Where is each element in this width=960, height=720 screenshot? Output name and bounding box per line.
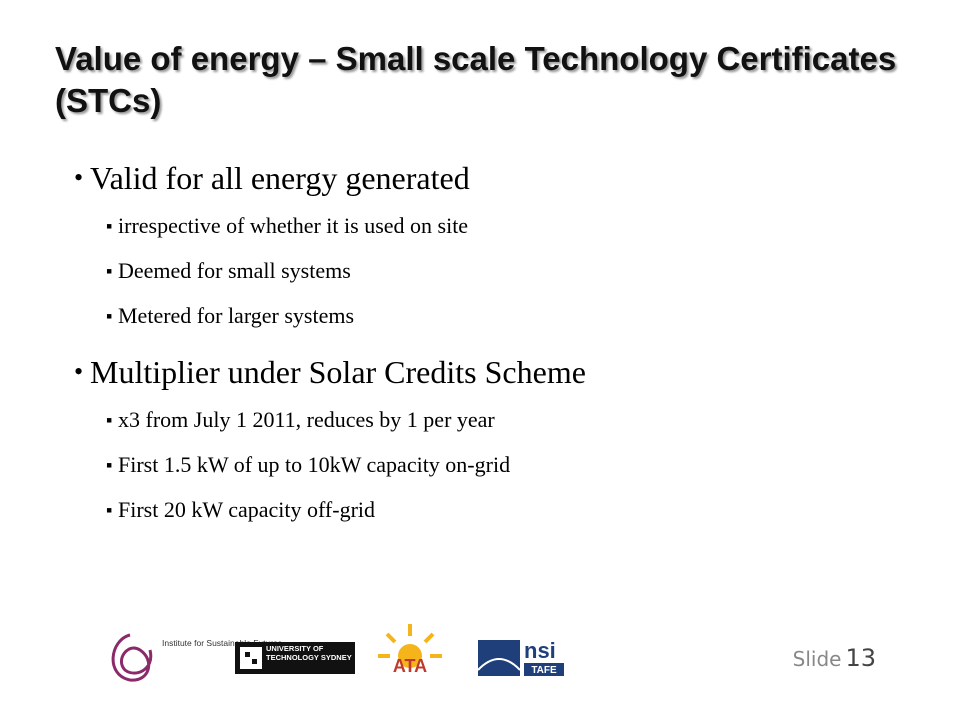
- sub-bullet-list: x3 from July 1 2011, reduces by 1 per ye…: [74, 406, 934, 524]
- sub-bullet-list: irrespective of whether it is used on si…: [74, 212, 934, 330]
- bullet: Valid for all energy generated: [74, 158, 934, 198]
- uts-logo: UNIVERSITY OF TECHNOLOGY SYDNEY: [235, 642, 355, 674]
- footer: Institute for Sustainable Futures UNIVER…: [0, 620, 960, 700]
- uts-text: UNIVERSITY OF TECHNOLOGY SYDNEY: [266, 644, 352, 662]
- ata-text: ATA: [393, 656, 427, 676]
- nsi-text: nsi: [524, 638, 556, 663]
- bullet-list: Valid for all energy generated irrespecti…: [74, 158, 934, 546]
- sub-bullet: First 1.5 kW of up to 10kW capacity on-g…: [106, 451, 934, 479]
- sub-bullet: First 20 kW capacity off-grid: [106, 496, 934, 524]
- nsi-logo: nsi TAFE: [477, 638, 564, 676]
- slide-label: Slide: [792, 647, 842, 671]
- sub-bullet: x3 from July 1 2011, reduces by 1 per ye…: [106, 406, 934, 434]
- sub-bullet: Metered for larger systems: [106, 302, 934, 330]
- slide-title: Value of energy – Small scale Technology…: [55, 40, 897, 119]
- isf-text: Institute for Sustainable Futures: [162, 638, 282, 648]
- slide-num: 13: [845, 644, 876, 672]
- slide-number: Slide 13: [793, 644, 876, 672]
- tafe-text: TAFE: [531, 665, 557, 676]
- bullet: Multiplier under Solar Credits Scheme: [74, 352, 934, 392]
- isf-logo: Institute for Sustainable Futures: [111, 633, 282, 682]
- logos: Institute for Sustainable Futures UNIVER…: [111, 624, 564, 682]
- sub-bullet: Deemed for small systems: [106, 257, 934, 285]
- sub-bullet: irrespective of whether it is used on si…: [106, 212, 934, 240]
- ata-logo: ATA: [378, 624, 442, 676]
